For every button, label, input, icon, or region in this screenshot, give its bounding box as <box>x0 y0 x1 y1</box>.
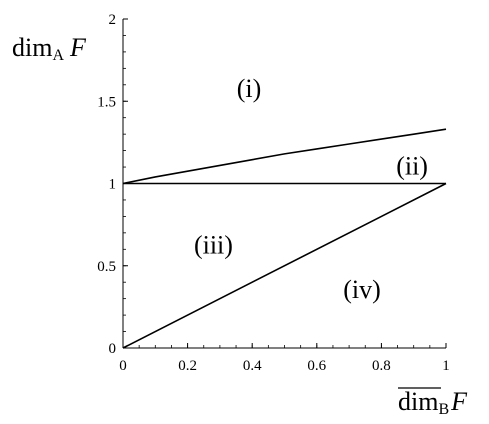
y-tick-label: 0.5 <box>97 259 116 275</box>
series-layer <box>122 128 447 349</box>
x-tick-label: 1 <box>442 358 450 374</box>
y-tick-label: 2 <box>109 12 117 28</box>
x-axis-label-var: F <box>450 387 468 416</box>
x-axis-label: dimBF <box>398 387 468 418</box>
y-axis-label-var: F <box>69 33 87 62</box>
region-label: (ii) <box>396 151 428 180</box>
x-axis-label-sub: B <box>438 401 449 418</box>
y-axis-label-main: dim <box>12 33 52 62</box>
x-tick-label: 0.6 <box>307 358 326 374</box>
series-line-0 <box>122 128 447 185</box>
axes: 0 0.5 1 1.5 2 0 0.2 0.4 0.6 0.8 1 <box>97 12 450 374</box>
y-tick-label: 0 <box>109 341 117 357</box>
x-tick-label: 0 <box>119 358 127 374</box>
region-label: (iv) <box>343 275 381 304</box>
x-axis-label-main: dim <box>398 387 438 416</box>
y-tick-label: 1.5 <box>97 94 116 110</box>
region-label: (i) <box>237 74 262 103</box>
series-line-2 <box>122 182 447 349</box>
x-tick-label: 0.2 <box>178 358 197 374</box>
y-tick-label: 1 <box>109 177 117 193</box>
x-tick-label: 0.8 <box>372 358 391 374</box>
x-tick-label: 0.4 <box>243 358 262 374</box>
y-axis-label: dimA F <box>12 33 87 64</box>
region-label: (iii) <box>194 230 233 259</box>
y-axis-label-sub: A <box>52 47 64 64</box>
